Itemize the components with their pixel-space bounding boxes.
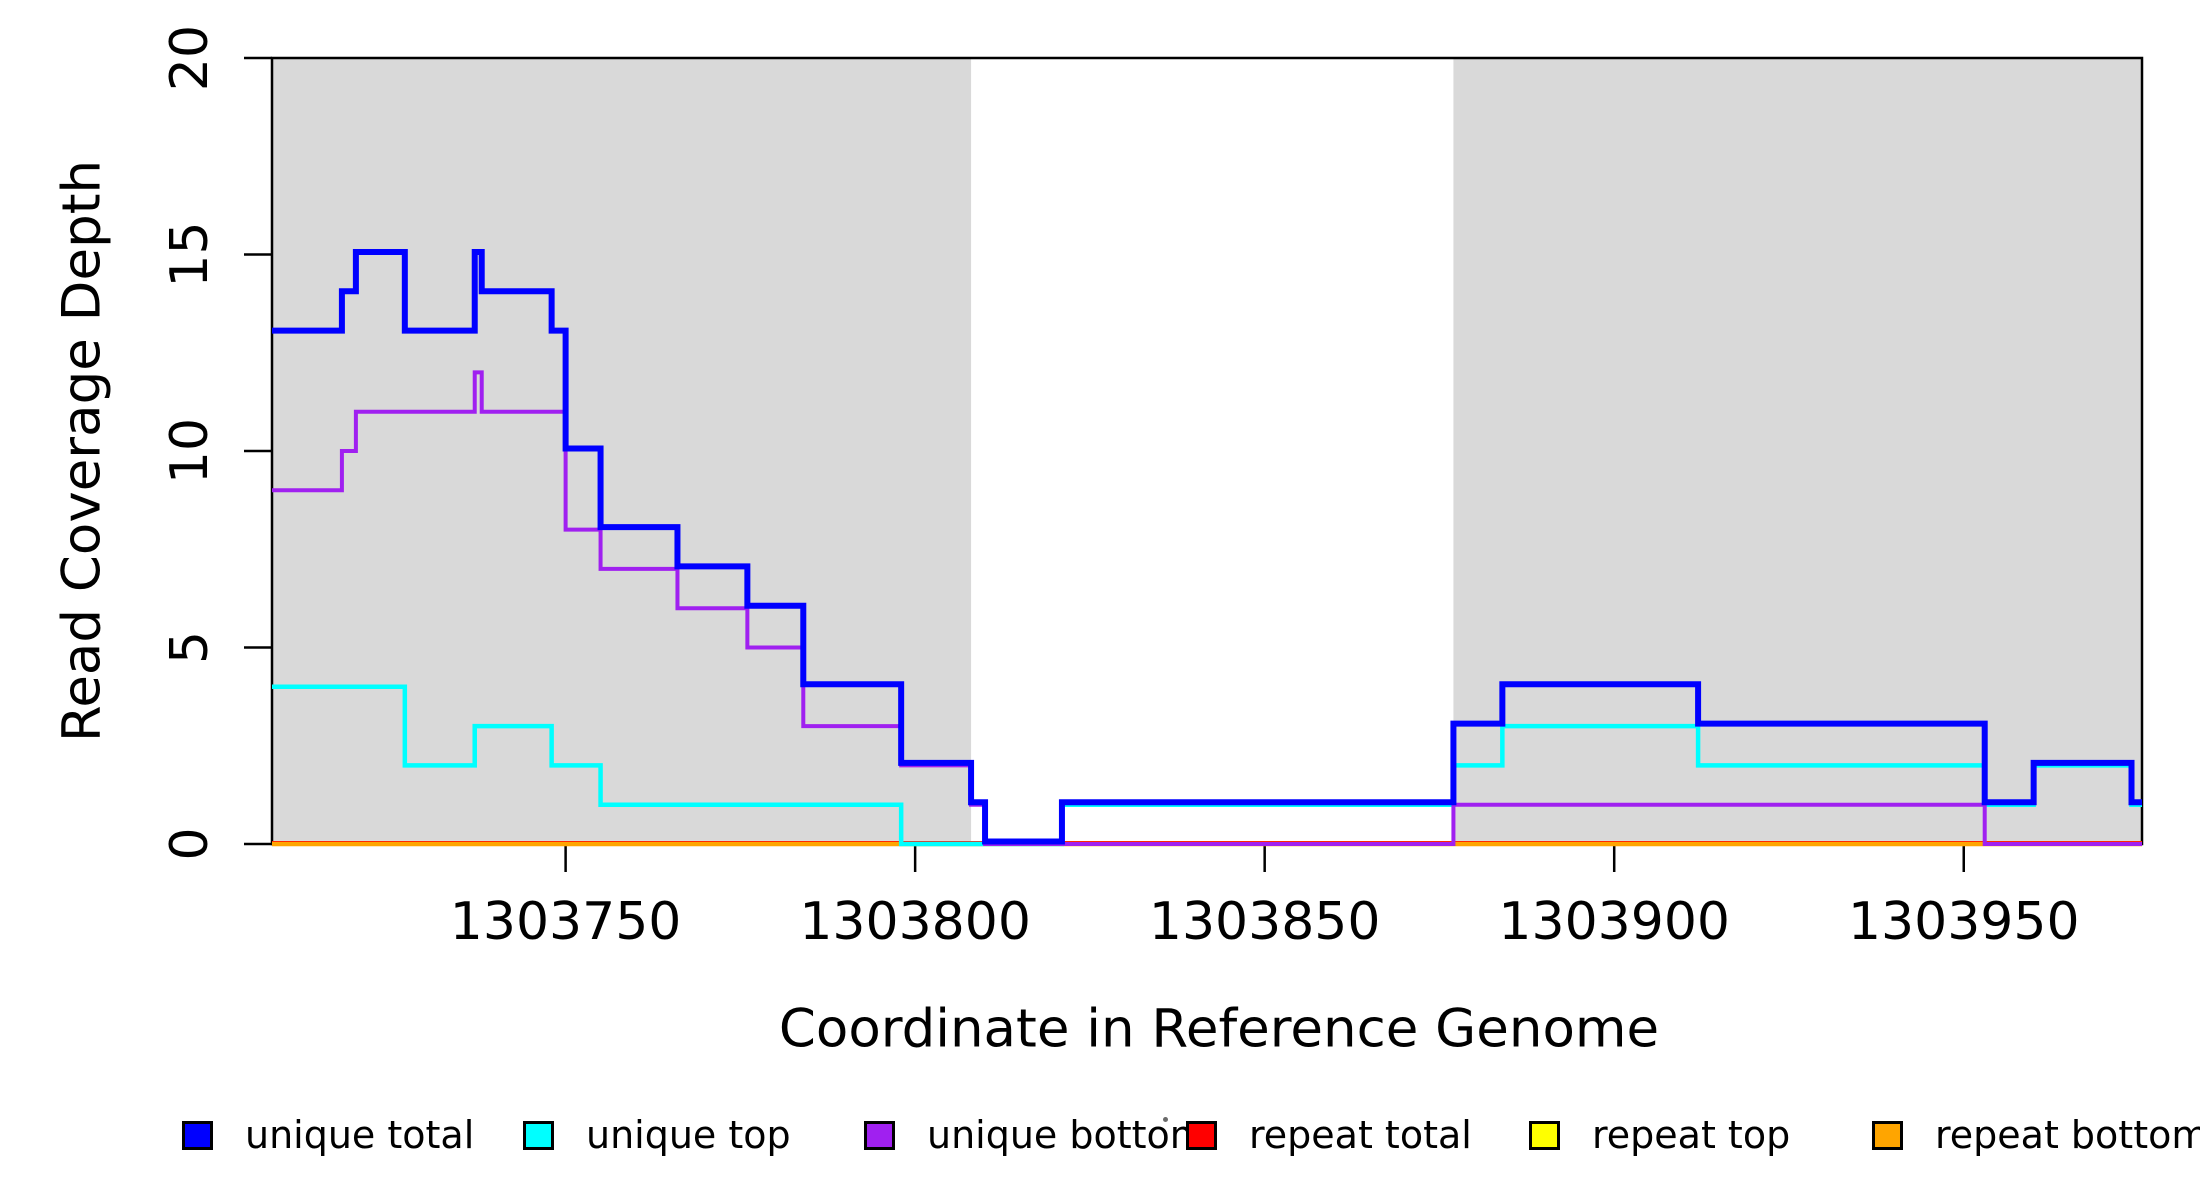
legend-item-repeat-total: repeat total [1186,1112,1472,1158]
legend-label: repeat top [1592,1113,1791,1157]
legend-label: repeat bottom [1935,1113,2200,1157]
x-tick-label: 1303900 [1498,892,1730,952]
repeat-region-left [272,58,972,844]
series-unique-total [272,249,2142,845]
x-tick-label: 1303800 [799,892,1031,952]
stray-dot-mark [1163,1117,1168,1122]
repeat-total-swatch-icon [1186,1120,1217,1150]
x-axis-title: Coordinate in Reference Genome [778,998,1660,1060]
repeat-top-swatch-icon [1529,1120,1560,1150]
x-tick-label: 1303950 [1848,892,2080,952]
y-tick-label: 0 [160,827,220,860]
legend-item-repeat-bottom: repeat bottom [1872,1112,2200,1158]
repeat-region-right [1453,58,2142,844]
x-tick-label: 1303850 [1149,892,1381,952]
legend: unique total unique top unique bottom re… [0,1112,2200,1158]
legend-item-repeat-top: repeat top [1529,1112,1790,1158]
y-tick-label: 20 [160,25,220,91]
legend-item-unique-bottom: unique bottom [864,1112,1207,1158]
unique-bottom-swatch-icon [864,1120,895,1150]
y-tick-label: 15 [160,221,220,287]
unique-total-swatch-icon [182,1120,213,1150]
legend-label: repeat total [1249,1113,1472,1157]
unique-top-swatch-icon [523,1120,554,1150]
y-tick-label: 10 [160,418,220,484]
legend-label: unique total [245,1113,475,1157]
legend-item-unique-total: unique total [182,1112,474,1158]
y-tick-label: 5 [160,631,220,664]
legend-item-unique-top: unique top [523,1112,791,1158]
repeat-bottom-swatch-icon [1872,1120,1903,1150]
legend-label: unique bottom [927,1113,1207,1157]
y-axis-title: Read Coverage Depth [51,159,113,743]
legend-label: unique top [586,1113,791,1157]
x-tick-label: 1303750 [450,892,682,952]
